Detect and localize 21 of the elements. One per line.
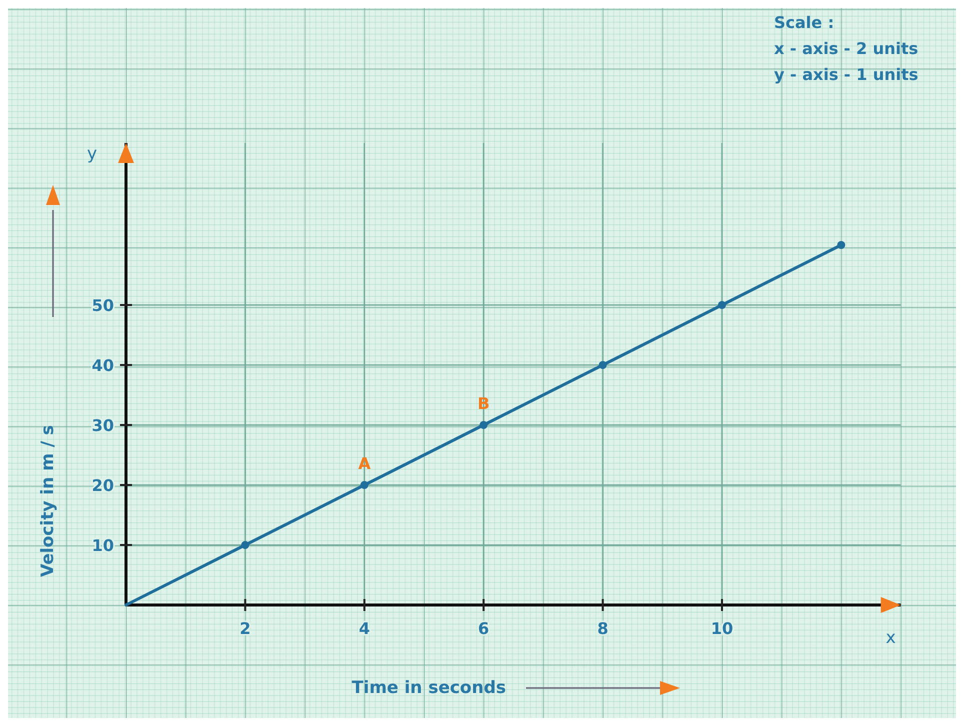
- y-tick-label: 40: [92, 356, 114, 375]
- text: y - axis - 1 units: [774, 65, 918, 84]
- y-tick-label: 30: [92, 416, 114, 435]
- text: x: [886, 628, 896, 648]
- point: [241, 541, 250, 549]
- point: [360, 481, 368, 489]
- point: [598, 361, 607, 369]
- text: x - axis - 2 units: [774, 39, 918, 58]
- y-axis-title: Velocity in m / s: [38, 425, 58, 578]
- x-tick-label: 8: [597, 619, 608, 638]
- y-tick-label: 10: [92, 536, 114, 555]
- text: y: [86, 144, 98, 164]
- x-tick-label: 2: [240, 619, 251, 638]
- y-tick-label: 20: [92, 476, 114, 495]
- point: [837, 241, 846, 249]
- x-tick-label: 4: [358, 619, 370, 638]
- x-tick-label: 6: [478, 619, 490, 638]
- text: Scale :: [774, 13, 834, 32]
- x-axis-title: Time in seconds: [352, 678, 506, 698]
- point: [718, 301, 726, 309]
- point: [480, 421, 488, 429]
